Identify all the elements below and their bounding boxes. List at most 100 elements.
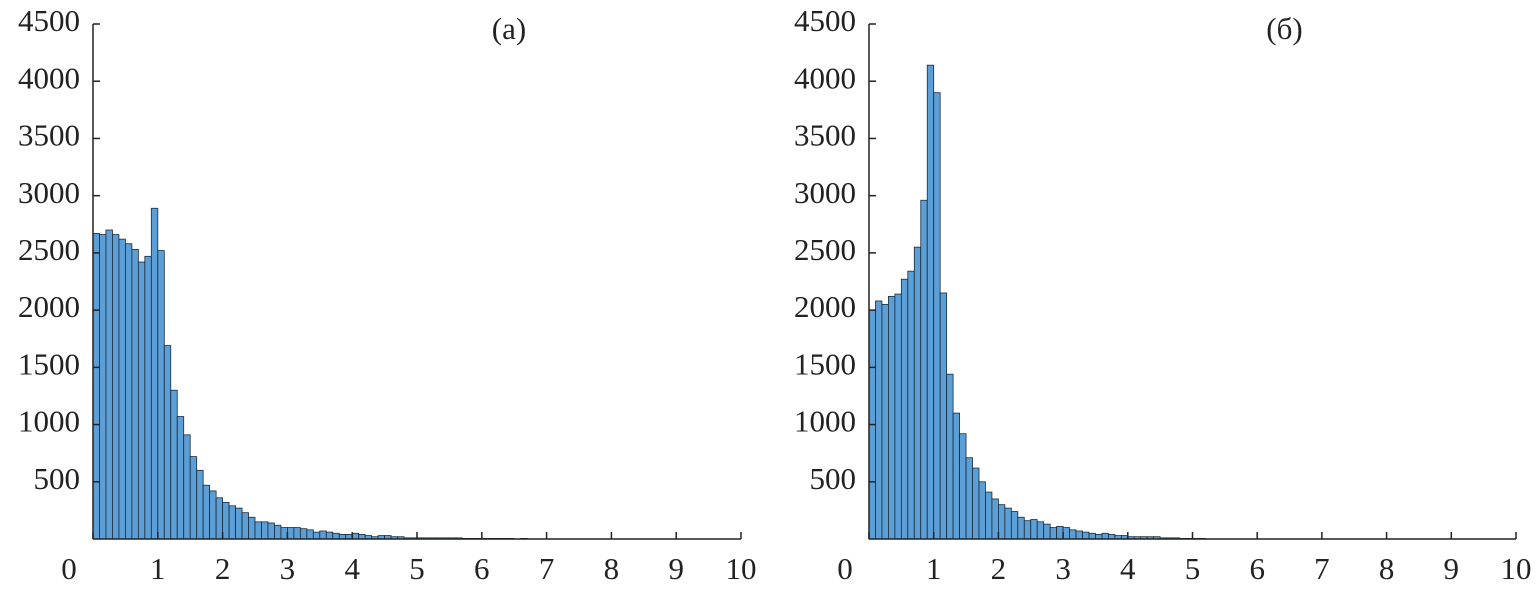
y-tick-label: 2000 bbox=[794, 289, 856, 324]
x-tick-label: 4 bbox=[344, 551, 360, 586]
bar bbox=[176, 416, 185, 540]
bar bbox=[959, 433, 967, 540]
x-tick-label: 7 bbox=[539, 551, 555, 586]
bar bbox=[118, 238, 126, 540]
x-tick-label: 8 bbox=[604, 551, 620, 586]
bar bbox=[332, 532, 340, 540]
y-tick-label: 4500 bbox=[18, 3, 80, 38]
bar bbox=[1004, 507, 1012, 540]
bar bbox=[933, 92, 941, 540]
bar bbox=[1030, 519, 1038, 540]
bar bbox=[228, 505, 236, 540]
bar bbox=[939, 292, 948, 540]
bar bbox=[131, 249, 139, 540]
bar bbox=[1062, 527, 1070, 540]
bar bbox=[319, 530, 327, 540]
x-tick-label: 1 bbox=[926, 551, 942, 586]
bar bbox=[189, 456, 198, 540]
bar bbox=[965, 457, 973, 540]
bar bbox=[1023, 520, 1032, 540]
bar bbox=[112, 234, 120, 540]
y-tick-label: 3500 bbox=[18, 118, 80, 153]
y-tick-label: 1500 bbox=[18, 346, 80, 381]
bar bbox=[888, 295, 896, 540]
x-tick-label: 4 bbox=[1120, 551, 1136, 586]
bar bbox=[894, 293, 902, 540]
bar bbox=[150, 207, 159, 540]
bar bbox=[299, 528, 308, 540]
y-tick-label: 3000 bbox=[18, 175, 80, 210]
y-tick-label: 2000 bbox=[18, 289, 80, 324]
bar bbox=[254, 521, 262, 540]
bar bbox=[105, 229, 113, 540]
bar bbox=[875, 300, 883, 540]
bar bbox=[991, 498, 999, 540]
x-tick-label: 5 bbox=[1185, 551, 1201, 586]
bar bbox=[248, 516, 256, 540]
bar bbox=[985, 491, 993, 540]
bar bbox=[1049, 527, 1058, 540]
y-tick-label: 3500 bbox=[794, 118, 856, 153]
bar bbox=[881, 303, 889, 540]
x-tick-label: 10 bbox=[1501, 551, 1532, 586]
bar bbox=[1056, 526, 1064, 540]
bar bbox=[274, 524, 282, 540]
bar bbox=[913, 246, 922, 540]
bar bbox=[978, 481, 986, 540]
bar bbox=[920, 199, 928, 540]
y-tick-label: 500 bbox=[34, 461, 81, 496]
bar bbox=[1036, 521, 1045, 540]
bar bbox=[125, 243, 133, 540]
bar bbox=[907, 270, 915, 540]
bar bbox=[163, 345, 172, 540]
bar bbox=[351, 532, 360, 540]
bar bbox=[183, 434, 191, 540]
bar bbox=[1075, 530, 1083, 540]
bar bbox=[209, 490, 217, 540]
x-tick-label: 10 bbox=[726, 551, 757, 586]
bar bbox=[998, 504, 1006, 540]
bar bbox=[946, 373, 954, 540]
x-tick-label: 6 bbox=[1249, 551, 1265, 586]
x-tick-label: 0 bbox=[61, 551, 77, 586]
bar bbox=[900, 278, 909, 540]
y-tick-label: 2500 bbox=[18, 232, 80, 267]
bar bbox=[137, 261, 146, 540]
y-tick-label: 3000 bbox=[794, 175, 856, 210]
y-tick-label: 1500 bbox=[794, 346, 856, 381]
y-tick-label: 500 bbox=[810, 461, 857, 496]
bar bbox=[293, 527, 301, 540]
bar bbox=[926, 64, 935, 540]
x-tick-label: 2 bbox=[215, 551, 231, 586]
bar bbox=[1043, 523, 1051, 540]
x-tick-label: 1 bbox=[150, 551, 166, 586]
bar bbox=[241, 512, 249, 540]
bar bbox=[1101, 532, 1109, 540]
x-tick-label: 5 bbox=[409, 551, 425, 586]
bar bbox=[235, 507, 243, 540]
x-tick-label: 3 bbox=[280, 551, 296, 586]
x-tick-label: 3 bbox=[1055, 551, 1071, 586]
bar bbox=[286, 527, 295, 540]
y-tick-label: 4000 bbox=[18, 60, 80, 95]
bar bbox=[1088, 532, 1096, 540]
y-tick-label: 2500 bbox=[794, 232, 856, 267]
y-tick-label: 1000 bbox=[794, 404, 856, 439]
bar bbox=[196, 469, 204, 540]
bar bbox=[202, 484, 211, 540]
x-tick-label: 2 bbox=[991, 551, 1007, 586]
bar bbox=[972, 467, 980, 540]
bar bbox=[157, 250, 165, 540]
panel-title: (б) bbox=[1266, 11, 1302, 46]
bar bbox=[144, 255, 152, 540]
bar bbox=[92, 233, 100, 540]
bar bbox=[170, 389, 178, 540]
bar bbox=[1017, 516, 1025, 540]
bar bbox=[312, 531, 321, 540]
bar bbox=[267, 522, 275, 540]
y-tick-label: 4000 bbox=[794, 60, 856, 95]
x-tick-label: 8 bbox=[1379, 551, 1395, 586]
x-tick-label: 7 bbox=[1314, 551, 1330, 586]
